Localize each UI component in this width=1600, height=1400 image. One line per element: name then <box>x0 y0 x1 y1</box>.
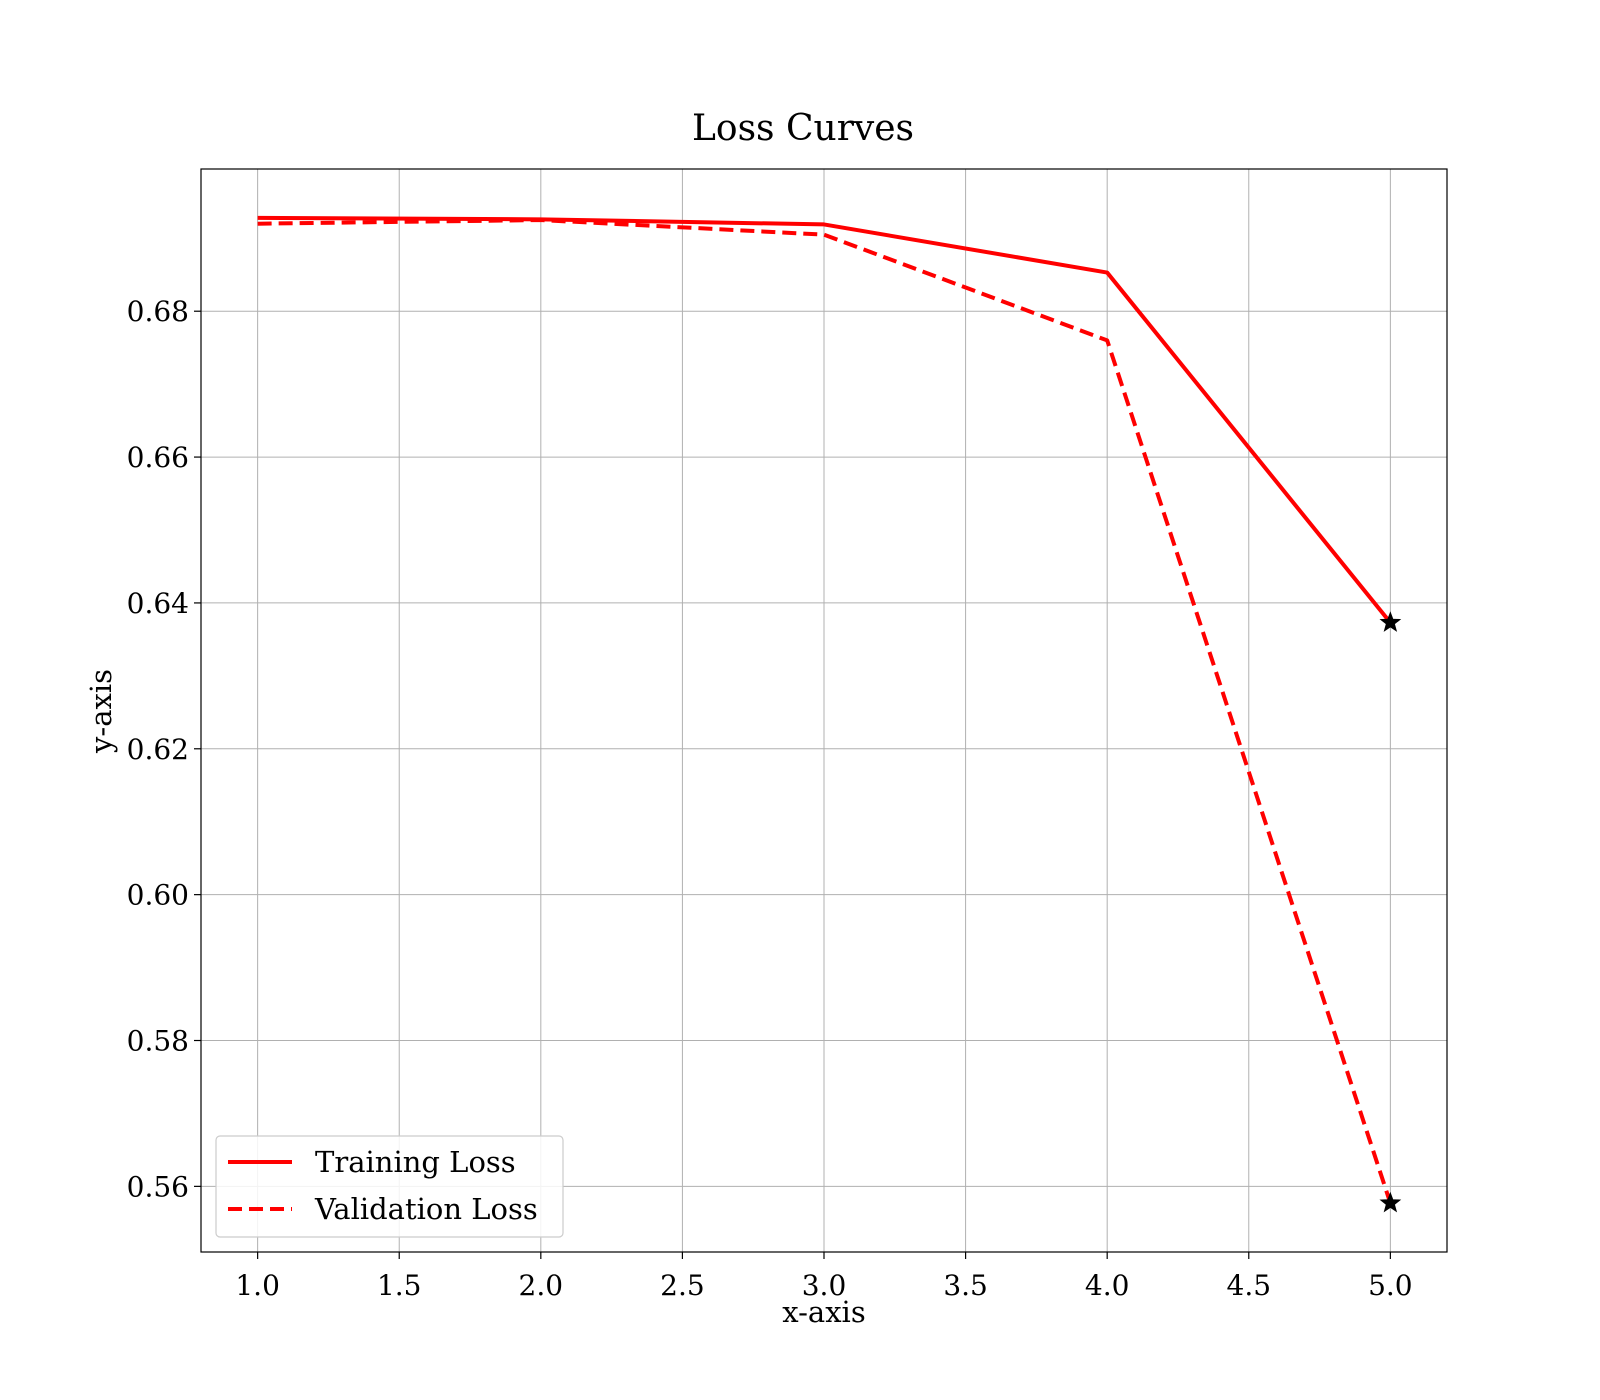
series-layer <box>257 215 1402 1213</box>
y-tick-label: 0.62 <box>127 733 189 766</box>
x-tick-label: 1.5 <box>377 1269 422 1302</box>
x-tick-label: 4.5 <box>1227 1269 1272 1302</box>
y-axis-label: y-axis <box>84 669 118 754</box>
y-tick-label: 0.66 <box>127 441 189 474</box>
training-loss-end-star-marker <box>1379 611 1402 632</box>
x-tick-label: 5.0 <box>1368 1269 1413 1302</box>
x-tick-label: 4.0 <box>1085 1269 1130 1302</box>
x-tick-label: 2.5 <box>660 1269 705 1302</box>
x-tick-layer: 1.0 1.5 2.0 2.5 3.0 3.5 4.0 4.5 5.0 <box>235 1252 1413 1302</box>
y-tick-label: 0.58 <box>127 1025 189 1058</box>
validation-loss-end-star-marker <box>1379 1191 1402 1213</box>
legend-box <box>215 1135 564 1238</box>
x-tick-label: 3.5 <box>943 1269 988 1302</box>
x-axis-label: x-axis <box>782 1295 865 1329</box>
legend-label-training-loss: Training Loss <box>315 1145 516 1179</box>
x-tick-label: 3.0 <box>802 1269 847 1302</box>
y-tick-label: 0.64 <box>127 587 189 620</box>
x-tick-label: 1.0 <box>235 1269 280 1302</box>
x-tick-label: 2.0 <box>519 1269 564 1302</box>
legend: Training Loss Validation Loss <box>215 1135 564 1238</box>
y-tick-layer: 0.56 0.58 0.60 0.62 0.64 0.66 0.68 <box>127 295 201 1203</box>
y-tick-label: 0.68 <box>127 295 189 328</box>
grid-layer <box>201 169 1447 1252</box>
legend-label-validation-loss: Validation Loss <box>314 1192 538 1226</box>
chart-title: Loss Curves <box>692 108 914 149</box>
y-tick-label: 0.56 <box>127 1170 189 1203</box>
y-tick-label: 0.60 <box>127 879 189 912</box>
